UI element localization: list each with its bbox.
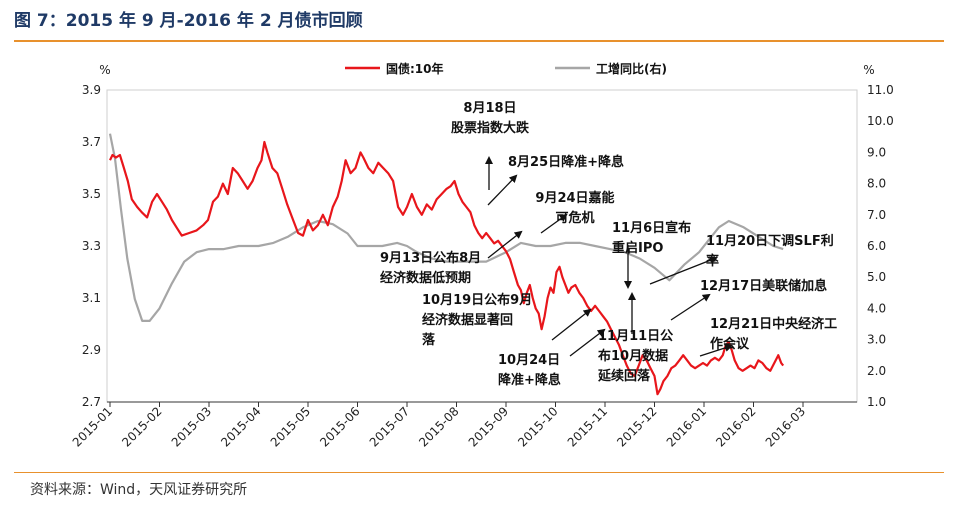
- y-right-tick-label: 4.0: [867, 301, 886, 315]
- annotation-text: 降准+降息: [498, 372, 561, 388]
- y-right-tick-label: 10.0: [867, 114, 894, 128]
- y-right-unit: %: [863, 63, 874, 77]
- bond-yield-line: [109, 140, 785, 396]
- annotation-text: 延续回落: [597, 368, 651, 384]
- legend: 国债:10年 工增同比(右): [345, 61, 667, 76]
- y-right-tick-label: 8.0: [867, 177, 886, 191]
- annotation-arrow: [670, 293, 711, 321]
- x-tick-label: 2015-08: [416, 404, 461, 449]
- annotation-arrow: [540, 213, 568, 234]
- x-tick-label: 2015-11: [565, 404, 610, 449]
- annotation-text: 布10月数据: [598, 348, 668, 364]
- annotation-text: 9月13日公布8月: [380, 250, 481, 266]
- source-rule: [14, 472, 944, 473]
- annotation-layer: 8月18日股票指数大跌8月25日降准+降息9月24日嘉能可危机9月13日公布8月…: [380, 101, 837, 388]
- x-tick-label: 2015-02: [119, 404, 164, 449]
- y-right-tick-label: 5.0: [867, 270, 886, 284]
- annotation-text: 12月17日美联储加息: [700, 278, 827, 294]
- x-tick-label: 2016-01: [664, 404, 709, 449]
- y-left-tick-label: 2.7: [82, 395, 101, 409]
- annotation-2: 8月25日降准+降息: [487, 154, 624, 206]
- x-tick-label: 2015-03: [169, 404, 214, 449]
- annotation-arrow: [487, 174, 518, 206]
- y-left-unit: %: [99, 63, 110, 77]
- annotation-arrow: [551, 308, 592, 341]
- ip-growth-line: [108, 133, 784, 322]
- annotation-arrow: [649, 256, 718, 285]
- annotation-text: 9月24日嘉能: [535, 190, 614, 206]
- annotation-text: 经济数据低预期: [380, 270, 471, 286]
- annotation-arrow: [699, 344, 733, 357]
- annotation-text: 10月19日公布9月: [422, 292, 532, 308]
- source-note: 资料来源：Wind，天风证券研究所: [30, 482, 248, 498]
- title-rule: [14, 40, 944, 42]
- x-tick-label: 2016-02: [713, 404, 758, 449]
- annotation-text: 10月24日: [498, 353, 560, 368]
- y-left-tick-label: 3.5: [82, 187, 101, 201]
- y-left-tick-label: 3.3: [82, 239, 101, 253]
- annotation-text: 作会议: [710, 336, 750, 352]
- y-right-tick-label: 11.0: [867, 83, 894, 97]
- annotation-text: 11月6日宣布: [612, 220, 691, 236]
- x-tick-label: 2015-10: [515, 404, 560, 449]
- annotation-text: 8月25日降准+降息: [508, 154, 624, 170]
- x-tick-label: 2015-12: [614, 404, 659, 449]
- y-right-tick-label: 6.0: [867, 239, 886, 253]
- y-left-tick-label: 3.9: [82, 83, 101, 97]
- annotation-arrow: [487, 230, 523, 259]
- annotation-text: 11月20日下调SLF利: [706, 233, 834, 249]
- x-tick-label: 2015-09: [466, 404, 511, 449]
- x-tick-label: 2015-01: [70, 404, 115, 449]
- x-tick-label: 2015-06: [317, 404, 362, 449]
- x-tick-label: 2015-07: [367, 404, 412, 449]
- y-right-tick-label: 3.0: [867, 333, 886, 347]
- legend-label-bond: 国债:10年: [386, 61, 444, 76]
- x-tick-label: 2016-03: [763, 404, 808, 449]
- y-right-tick-label: 1.0: [867, 395, 886, 409]
- y-right-tick-label: 2.0: [867, 364, 886, 378]
- y-right-tick-label: 7.0: [867, 208, 886, 222]
- bond-market-chart: 2.7 2.9 3.1 3.3 3.5 3.7 3.9 1.0 2.0 3.0 4.0 5.0 6.0 7…: [70, 61, 894, 450]
- y-left-tick-label: 3.7: [82, 135, 101, 149]
- figure-title: 图 7：2015 年 9 月-2016 年 2 月债市回顾: [14, 11, 363, 31]
- y-right-tick-label: 9.0: [867, 145, 886, 159]
- y-left-tick-label: 3.1: [82, 291, 101, 305]
- x-tick-label: 2015-04: [218, 404, 263, 449]
- annotation-text: 经济数据显著回: [422, 312, 513, 328]
- series-layer: [108, 133, 785, 396]
- annotation-text: 11月11日公: [598, 329, 673, 344]
- legend-label-ip: 工增同比(右): [596, 61, 667, 76]
- annotation-text: 落: [422, 332, 436, 348]
- annotation-text: 8月18日: [463, 101, 516, 116]
- annotation-text: 重启IPO: [612, 240, 663, 256]
- annotation-arrow: [569, 328, 606, 357]
- annotation-8: 12月17日美联储加息: [670, 278, 827, 321]
- annotation-text: 12月21日中央经济工: [710, 316, 837, 332]
- y-left-tick-label: 2.9: [82, 343, 101, 357]
- annotation-text: 股票指数大跌: [451, 120, 530, 136]
- x-tick-label: 2015-05: [268, 404, 313, 449]
